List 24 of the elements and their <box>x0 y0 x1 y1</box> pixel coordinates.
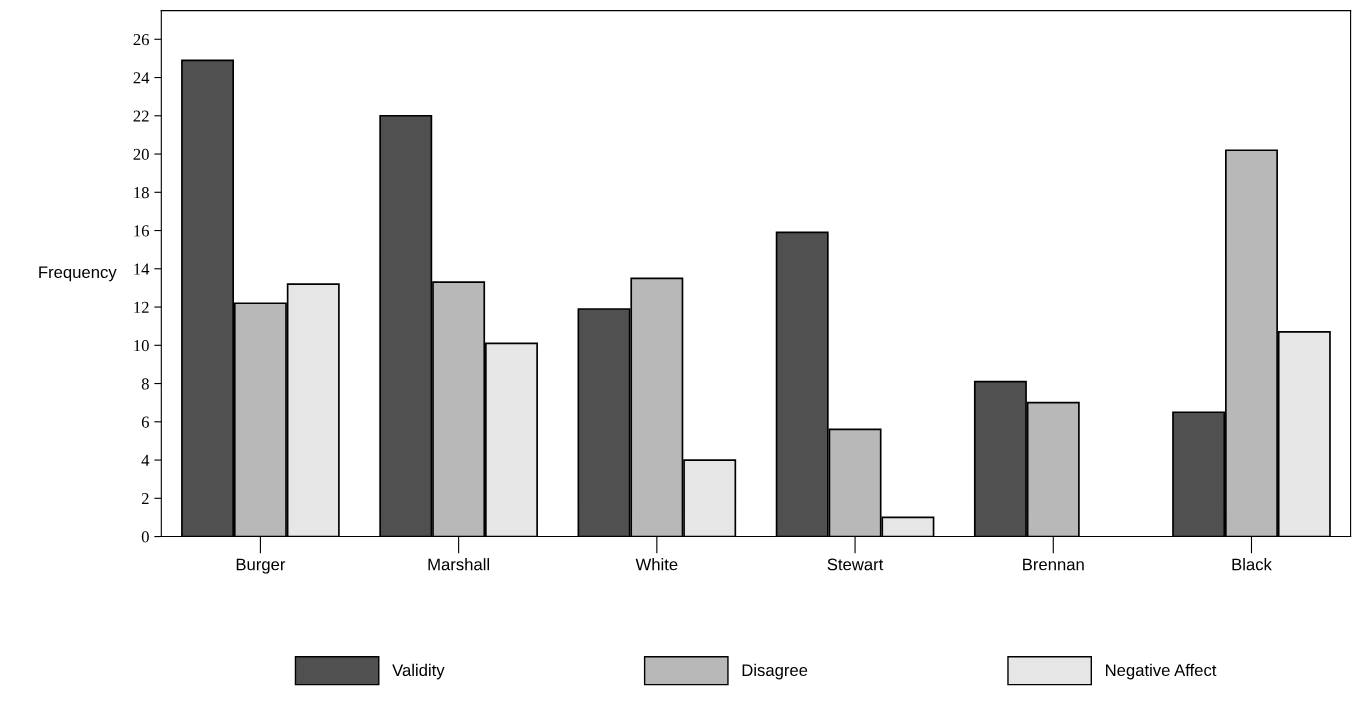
y-tick-label: 0 <box>141 531 149 543</box>
x-tick-label: Stewart <box>827 558 884 571</box>
x-tick-label: Brennan <box>1023 558 1084 571</box>
y-tick-label: 22 <box>133 110 149 122</box>
y-tick-label: 16 <box>134 225 149 237</box>
x-tick-label: White <box>635 558 678 571</box>
y-tick-label: 8 <box>141 378 149 390</box>
x-tick-label: Burger <box>236 558 286 574</box>
y-tick-label: 6 <box>141 416 149 428</box>
y-tick-label: 10 <box>134 340 149 352</box>
y-axis-title: Frequency <box>39 266 117 282</box>
y-tick-label: 4 <box>141 454 150 466</box>
y-tick-label: 26 <box>133 34 149 46</box>
y-tick-label: 12 <box>134 301 149 313</box>
x-tick-label: Black <box>1232 558 1272 571</box>
legend-label: Disagree <box>742 663 808 680</box>
y-tick-label: 14 <box>134 263 150 275</box>
y-tick-label: 20 <box>133 148 149 160</box>
legend-label: Negative Affect <box>1106 663 1217 680</box>
x-tick-label: Marshall <box>428 558 490 571</box>
legend-label: Validity <box>392 663 445 680</box>
y-tick-label: 24 <box>133 72 150 84</box>
y-tick-label: 2 <box>141 493 149 505</box>
y-tick-label: 18 <box>134 186 149 199</box>
